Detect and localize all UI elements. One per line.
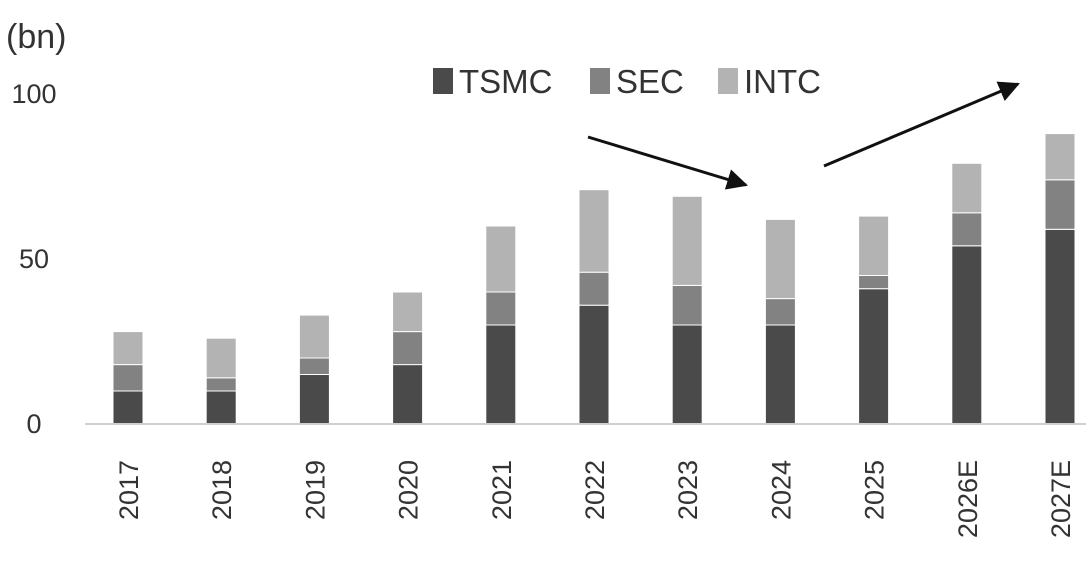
bar-sec-2025 — [858, 275, 890, 290]
bar-tsmc-2023 — [671, 324, 703, 425]
x-tick-label: 2026E — [953, 460, 983, 538]
bar-sec-2018 — [205, 377, 237, 392]
legend-swatch-intc — [718, 68, 738, 94]
bar-sec-2020 — [392, 331, 424, 366]
legend-label-intc: INTC — [744, 63, 821, 100]
unit-label: (bn) — [6, 18, 66, 56]
bar-tsmc-2025 — [858, 288, 890, 425]
bar-tsmc-2026e — [951, 245, 983, 425]
x-tick-label: 2023 — [673, 460, 703, 520]
bar-tsmc-2021 — [485, 324, 517, 425]
bar-intc-2026e — [951, 162, 983, 214]
bar-intc-2024 — [764, 218, 796, 300]
bar-sec-2026e — [951, 212, 983, 247]
bar-intc-2018 — [205, 337, 237, 379]
bar-intc-2017 — [112, 331, 144, 366]
x-tick-label: 2020 — [394, 460, 424, 520]
x-tick-label: 2021 — [487, 460, 517, 520]
bar-sec-2021 — [485, 291, 517, 326]
x-tick-label: 2017 — [114, 460, 144, 520]
bar-sec-2023 — [671, 284, 703, 326]
bar-sec-2027e — [1044, 179, 1076, 230]
y-axis-ticks: 0 50 100 — [11, 79, 56, 439]
trend-arrows — [587, 81, 1020, 190]
bars — [112, 133, 1076, 425]
x-tick-label: 2024 — [766, 460, 796, 520]
bar-tsmc-2022 — [578, 304, 610, 425]
bar-intc-2021 — [485, 225, 517, 293]
x-tick-label: 2027E — [1046, 460, 1076, 538]
bar-tsmc-2019 — [298, 374, 330, 425]
bar-sec-2019 — [298, 357, 330, 375]
legend-label-sec: SEC — [616, 63, 684, 100]
bar-intc-2027e — [1044, 133, 1076, 181]
legend-label-tsmc: TSMC — [459, 63, 553, 100]
down-trend-arrow — [587, 135, 749, 190]
x-tick-label: 2025 — [860, 460, 890, 520]
x-tick-label: 2018 — [207, 460, 237, 520]
legend: TSMC SEC INTC — [433, 63, 821, 100]
y-tick-label: 0 — [26, 409, 41, 439]
up-trend-arrow — [823, 81, 1020, 168]
bar-intc-2022 — [578, 189, 610, 273]
bar-tsmc-2024 — [764, 324, 796, 425]
bar-intc-2023 — [671, 195, 703, 286]
bar-sec-2022 — [578, 271, 610, 306]
bar-sec-2017 — [112, 364, 144, 392]
bar-sec-2024 — [764, 298, 796, 326]
x-tick-label: 2019 — [300, 460, 330, 520]
y-tick-label: 100 — [11, 79, 56, 109]
legend-swatch-tsmc — [433, 68, 453, 94]
bar-tsmc-2020 — [392, 364, 424, 425]
bar-tsmc-2018 — [205, 390, 237, 425]
y-tick-label: 50 — [19, 244, 49, 274]
x-tick-label: 2022 — [580, 460, 610, 520]
bar-intc-2019 — [298, 314, 330, 359]
legend-swatch-sec — [590, 68, 610, 94]
bar-tsmc-2027e — [1044, 228, 1076, 425]
bar-intc-2025 — [858, 215, 890, 277]
x-axis-ticks: 2017 2018 2019 2020 2021 2022 2023 2024 2025 2026… — [114, 460, 1076, 538]
bar-tsmc-2017 — [112, 390, 144, 425]
bar-intc-2020 — [392, 291, 424, 333]
